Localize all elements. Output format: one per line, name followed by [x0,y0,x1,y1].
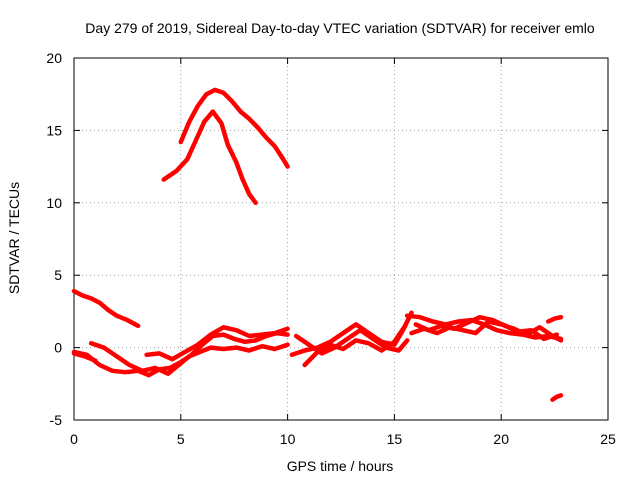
y-tick-label: 0 [54,340,62,356]
series-group [71,87,564,402]
y-axis-label: SDTVAR / TECUs [6,182,22,294]
x-tick-label: 15 [387,431,403,447]
series-line-late-negative [550,393,564,402]
series-line-flat-start [71,351,98,363]
y-axis: -5 0 5 10 15 20 [46,50,608,428]
x-tick-label: 5 [177,431,185,447]
y-tick-label: 20 [46,50,62,66]
series-line-late-segment [545,314,564,324]
x-tick-label: 20 [493,431,509,447]
x-tick-label: 25 [600,431,616,447]
x-axis: 0 5 10 15 20 25 [70,58,616,447]
x-axis-label: GPS time / hours [287,458,394,474]
series-line-afternoon-b [293,327,410,356]
x-tick-label: 10 [280,431,296,447]
series-line-descending-track [71,288,141,329]
series-line-evening-b [409,319,564,343]
y-tick-label: -5 [50,412,63,428]
series-line-midday-track [144,325,290,362]
grid [74,58,608,420]
series-line-morning-secondary [88,341,290,376]
plot-frame [73,57,609,421]
x-tick-label: 0 [70,431,78,447]
series-line-upper-arc-inner [161,109,258,206]
series-line-evening-c [413,314,559,342]
y-tick-label: 10 [46,195,62,211]
series-line-upper-arc-outer [178,87,290,169]
y-tick-label: 5 [54,267,62,283]
y-tick-label: 15 [46,122,62,138]
series-line-afternoon-c [302,323,408,368]
chart-title: Day 279 of 2019, Sidereal Day-to-day VTE… [85,20,595,36]
